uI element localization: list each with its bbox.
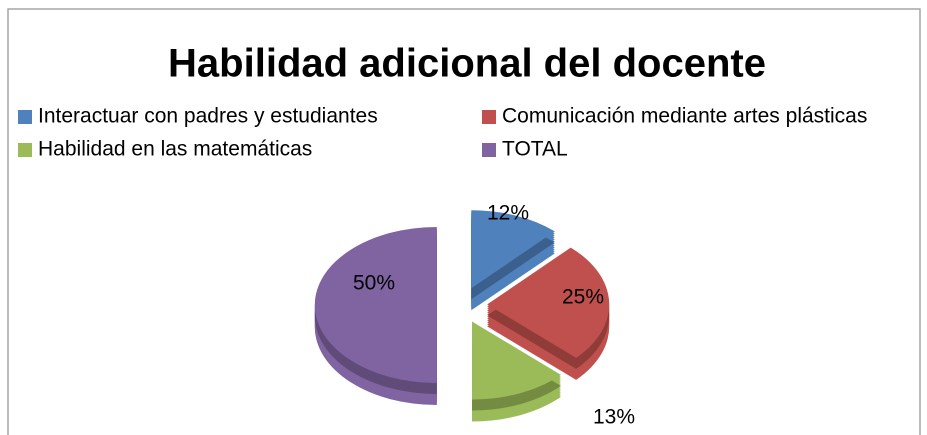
data-label: 13%: [593, 406, 635, 429]
legend-swatch: [482, 143, 496, 157]
data-label: 25%: [562, 286, 604, 309]
slice: [487, 247, 610, 358]
legend-label: TOTAL: [502, 138, 568, 161]
data-label: 50%: [353, 272, 395, 295]
data-label: 12%: [487, 202, 529, 225]
legend-swatch: [18, 110, 32, 124]
slice: [471, 210, 555, 289]
chart-title: Habilidad adicional del docente: [168, 42, 766, 86]
legend-label: Interactuar con padres y estudiantes: [38, 105, 378, 128]
slice: [472, 321, 561, 400]
legend-swatch: [482, 110, 496, 124]
slice: [314, 227, 437, 383]
legend-swatch: [18, 143, 32, 157]
legend-label: Comunicación mediante artes plásticas: [502, 105, 867, 128]
chart-border: [7, 8, 921, 435]
legend-label: Habilidad en las matemáticas: [38, 138, 312, 161]
